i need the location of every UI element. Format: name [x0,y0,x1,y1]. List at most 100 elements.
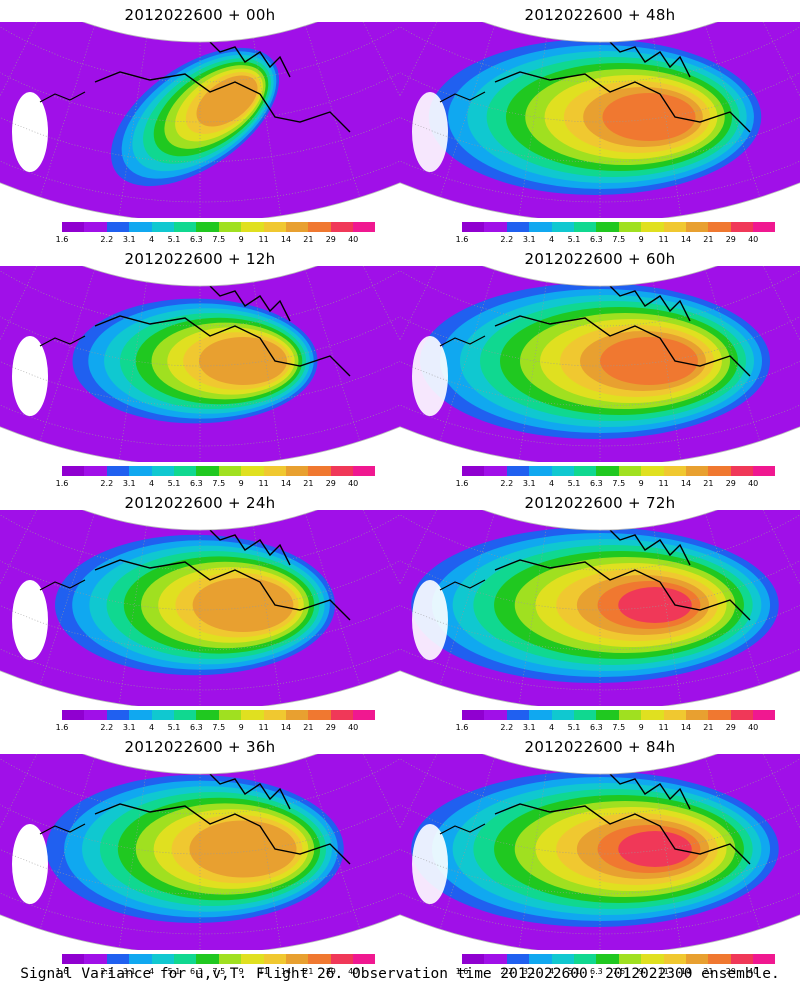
colorbar-tick-labels: 1.6 2.2 3.1 4 5.1 6.3 7.5 9 11 14 21 29 40 [456,723,762,733]
panel-title: 2012022600 + 36h [124,738,276,756]
colorbar-swatch [308,954,331,964]
colorbar-tick-label: 1.6 [55,723,69,732]
colorbar-swatch [353,466,376,476]
colorbar-tick-label: 7.5 [212,723,226,732]
colorbar-swatch [641,466,664,476]
colorbar-tick-label: 4 [549,723,555,732]
colorbar-swatch [462,466,485,476]
forecast-panel-12h: 2012022600 + 12h 1.6 2.2 3.1 4 5.1 6.3 7.5 9 11 14… [0,244,400,488]
colorbar-tick-label: 2.2 [100,235,114,244]
colorbar-swatch [62,222,85,232]
colorbar-swatch [618,954,642,964]
colorbar-swatch [353,710,376,720]
colorbar-swatch [484,954,507,964]
colorbar-tick-label: 21 [703,235,714,244]
colorbar-swatch [330,954,354,964]
colorbar-tick-label: 29 [325,235,336,244]
colorbar-swatch [529,954,552,964]
colorbar-tick-label: 11 [658,235,669,244]
forecast-panel-72h: 2012022600 + 72h 1.6 2.2 3.1 4 5.1 6.3 7.5 9 11 14… [400,488,800,732]
colorbar-swatch [753,466,776,476]
variance-map [0,754,400,950]
colorbar-tick-label: 7.5 [612,479,626,488]
colorbar-tick-label: 14 [280,967,292,976]
panel-title: 2012022600 + 48h [524,6,676,24]
colorbar-swatch [129,466,152,476]
colorbar-tick-label: 40 [748,479,759,488]
forecast-panel-24h: 2012022600 + 24h 1.6 2.2 3.1 4 5.1 6.3 7.5 9 11 14… [0,488,400,732]
colorbar-swatch [484,222,507,232]
colorbar-tick-label: 21 [703,479,714,488]
colorbar-tick-label: 29 [325,967,336,976]
colorbar-tick-label: 1.6 [55,235,69,244]
colorbar-tick-label: 6.3 [590,723,603,732]
colorbar-swatch [263,710,286,720]
colorbar-swatch [506,466,530,476]
colorbar-tick-label: 3.1 [122,723,136,732]
colorbar-swatch [196,222,219,232]
colorbar-swatch [484,466,507,476]
colorbar-swatch [285,710,309,720]
colorbar-swatch [196,954,219,964]
colorbar-swatch [685,710,709,720]
colorbar-tick-label: 14 [280,723,292,732]
colorbar-swatch [218,710,242,720]
colorbar-tick-label: 29 [725,235,736,244]
colorbar-swatch [551,222,574,232]
forecast-panel-48h: 2012022600 + 48h 1.6 2.2 3.1 4 5.1 6.3 7.5 9 11 14… [400,0,800,244]
colorbar-tick-label: 7.5 [612,723,626,732]
colorbar-tick-label: 2.2 [100,479,114,488]
colorbar-swatch [106,954,130,964]
colorbar-tick-label: 21 [303,479,314,488]
colorbar-swatch [285,466,309,476]
colorbar-tick-label: 14 [680,967,692,976]
panel-title: 2012022600 + 00h [124,6,276,24]
colorbar-swatch [151,954,174,964]
colorbar-swatch [106,466,130,476]
colorbar-tick-label: 11 [258,723,269,732]
colorbar-swatch [218,466,242,476]
colorbar [62,954,376,964]
colorbar-swatch [529,466,552,476]
colorbar-swatch [353,954,376,964]
colorbar-swatch [618,710,642,720]
colorbar-swatch [263,466,286,476]
colorbar-swatch [173,954,197,964]
forecast-panel-36h: 2012022600 + 36h 1.6 2.2 3.1 4 5.1 6.3 7.5 9 11 14… [0,732,400,976]
colorbar-tick-label: 4 [149,967,155,976]
colorbar [62,222,376,232]
colorbar-tick-labels: 1.6 2.2 3.1 4 5.1 6.3 7.5 9 11 14 21 29 40 [56,235,362,245]
colorbar-tick-label: 5.1 [167,967,181,976]
colorbar-swatch [285,222,309,232]
colorbar-swatch [263,222,286,232]
colorbar-swatch [663,222,686,232]
colorbar-swatch [263,954,286,964]
colorbar-swatch [573,710,597,720]
colorbar-tick-label: 9 [638,723,644,732]
colorbar-tick-label: 4 [549,479,555,488]
colorbar-tick-label: 21 [303,723,314,732]
colorbar-tick-label: 21 [703,967,714,976]
colorbar-tick-label: 2.2 [500,479,514,488]
colorbar-tick-label: 11 [658,967,669,976]
colorbar-tick-label: 9 [238,723,244,732]
colorbar-tick-label: 21 [703,723,714,732]
colorbar-tick-label: 6.3 [190,967,203,976]
figure-caption: Signal Variance for u,v,T. Flight 26. Ob… [20,966,780,982]
colorbar-tick-label: 29 [725,479,736,488]
colorbar-tick-label: 40 [748,723,759,732]
colorbar-swatch [196,710,219,720]
colorbar-swatch [641,954,664,964]
colorbar-swatch [62,710,85,720]
colorbar-swatch [753,222,776,232]
colorbar-tick-label: 9 [638,479,644,488]
colorbar-tick-label: 1.6 [455,235,469,244]
colorbar-swatch [173,466,197,476]
colorbar-tick-labels: 1.6 2.2 3.1 4 5.1 6.3 7.5 9 11 14 21 29 40 [456,967,762,977]
colorbar-swatch [573,222,597,232]
colorbar-tick-label: 5.1 [167,479,181,488]
colorbar-swatch [685,466,709,476]
colorbar-tick-label: 29 [725,967,736,976]
colorbar-tick-label: 1.6 [55,479,69,488]
colorbar-tick-label: 6.3 [590,235,603,244]
